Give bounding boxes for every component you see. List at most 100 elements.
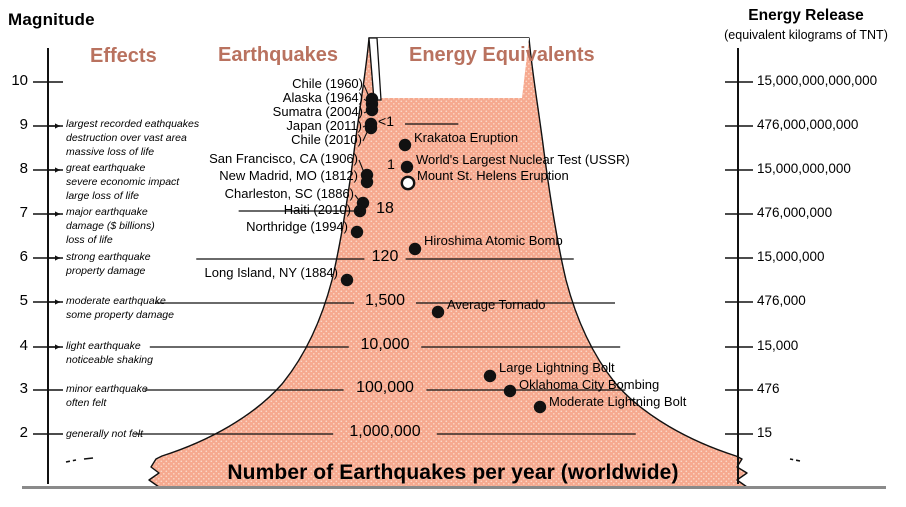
earthquake-label: Japan (2011)	[286, 118, 362, 133]
energy-equivalent-label: Average Tornado	[447, 297, 546, 312]
magnitude-arrow-icon	[55, 211, 60, 217]
energy-axis-value: 15,000,000	[757, 249, 825, 264]
column-heading-earthquakes: Earthquakes	[218, 44, 339, 66]
frequency-tick-marks	[134, 123, 636, 435]
frequency-value: 120	[371, 248, 399, 265]
energy-equivalent-label: Moderate Lightning Bolt	[549, 394, 687, 409]
earthquake-dot	[353, 204, 367, 218]
effect-line: severe economic impact	[66, 175, 180, 188]
effect-line: largest recorded eathquakes	[66, 118, 200, 130]
bottom-banner-label: Number of Earthquakes per year (worldwid…	[227, 461, 679, 484]
energy-equivalent-dot	[431, 305, 445, 319]
energy-equivalent-dot	[400, 160, 414, 174]
magnitude-arrow-icon	[55, 123, 60, 129]
energy-equivalent-label: Hiroshima Atomic Bomb	[424, 233, 563, 248]
energy-release-subtitle: (equivalent kilograms of TNT)	[724, 28, 888, 42]
effect-line: destruction over vast area	[66, 131, 187, 144]
effect-line: massive loss of life	[66, 145, 155, 158]
effect-line: moderate earthquake	[66, 295, 166, 307]
frequency-value: 18	[376, 200, 394, 217]
earthquake-dot	[360, 175, 374, 189]
energy-equivalent-label: Oklahoma City Bombing	[519, 377, 660, 392]
effect-line: property damage	[66, 264, 146, 277]
effect-line: large loss of life	[66, 189, 139, 202]
frequency-value: 1	[387, 156, 395, 172]
magnitude-arrow-icon	[55, 344, 60, 350]
effect-block-m2: generally not felt	[66, 428, 143, 442]
frequency-value: <1	[378, 113, 394, 129]
magnitude-value-6: 6	[19, 248, 28, 265]
energy-equivalent-label: Krakatoa Eruption	[414, 130, 519, 145]
effect-line: loss of life	[66, 233, 113, 246]
energy-equivalent-markers	[398, 138, 547, 414]
earthquake-label: Alaska (1964)	[282, 90, 363, 105]
axis-break-marks	[65, 457, 801, 463]
magnitude-arrow-icon	[55, 167, 60, 173]
effect-block-m5: moderate earthquake some property damage	[66, 295, 174, 323]
effect-line: strong earthquake	[66, 251, 151, 263]
effect-line: often felt	[66, 396, 107, 409]
magnitude-value-3: 3	[19, 380, 28, 397]
magnitude-value-9: 9	[19, 116, 28, 133]
earthquake-dot	[364, 121, 378, 135]
earthquake-dot	[365, 103, 379, 117]
frequency-value: 10,000	[360, 336, 410, 353]
earthquake-markers	[340, 84, 379, 287]
earthquake-label: Northridge (1994)	[246, 219, 348, 234]
energy-equivalent-dot	[483, 369, 497, 383]
column-heading-effects: Effects	[90, 45, 157, 67]
effect-line: great earthquake	[66, 162, 146, 174]
effect-line: some property damage	[66, 308, 174, 321]
earthquake-label: Haiti (2010)	[283, 202, 351, 217]
earthquake-label: Chile (1960)	[292, 76, 363, 91]
effect-line: noticeable shaking	[66, 353, 153, 366]
effect-block-m3: minor earthquake often felt	[66, 383, 148, 411]
earthquake-label: New Madrid, MO (1812)	[219, 168, 358, 183]
magnitude-value-5: 5	[19, 292, 28, 309]
energy-equivalent-dot	[400, 175, 416, 191]
earthquake-dot	[350, 225, 364, 239]
energy-axis-value: 476,000,000,000	[757, 117, 859, 132]
energy-axis-value: 15	[757, 425, 773, 440]
bottom-baseline	[22, 486, 886, 489]
earthquake-label: Sumatra (2004)	[272, 104, 363, 119]
earthquake-label: San Francisco, CA (1906)	[209, 151, 358, 166]
frequency-value: 100,000	[356, 379, 414, 396]
magnitude-arrow-icon	[55, 299, 60, 305]
energy-equivalent-label: Large Lightning Bolt	[499, 360, 615, 375]
magnitude-value-2: 2	[19, 424, 28, 441]
magnitude-title: Magnitude	[8, 10, 95, 29]
energy-axis-value: 15,000,000,000	[757, 161, 851, 176]
energy-axis-value: 15,000	[757, 338, 799, 353]
effect-block-m4: light earthquake noticeable shaking	[66, 340, 153, 368]
energy-axis-value: 15,000,000,000,000	[757, 73, 878, 88]
energy-equivalent-dot	[503, 384, 517, 398]
effect-block-m8: great earthquake severe economic impact la…	[66, 162, 179, 204]
earthquake-frequency-funnel	[148, 37, 748, 488]
energy-equivalent-dot	[533, 400, 547, 414]
magnitude-value-8: 8	[19, 160, 28, 177]
energy-equivalent-label: World's Largest Nuclear Test (USSR)	[416, 152, 630, 167]
earthquake-dot	[340, 273, 354, 287]
earthquake-label: Long Island, NY (1884)	[204, 265, 338, 280]
effect-line: major earthquake	[66, 206, 148, 218]
energy-release-title: Energy Release	[748, 7, 864, 24]
energy-equivalent-dot	[398, 138, 412, 152]
effect-line: damage ($ billions)	[66, 219, 155, 232]
magnitude-value-4: 4	[19, 337, 28, 354]
magnitude-value-7: 7	[19, 204, 28, 221]
energy-axis-value: 476	[757, 381, 780, 396]
frequency-value: 1,500	[364, 292, 406, 309]
effect-block-m6: strong earthquake property damage	[66, 251, 151, 279]
effect-line: minor earthquake	[66, 383, 148, 395]
effect-line: generally not felt	[66, 428, 144, 440]
frequency-value: 1,000,000	[349, 423, 421, 440]
effect-line: light earthquake	[66, 340, 141, 352]
energy-axis-value: 476,000,000	[757, 205, 833, 220]
magnitude-value-10: 10	[11, 72, 28, 89]
column-heading-energy-equivalents: Energy Equivalents	[409, 44, 595, 66]
energy-equivalent-dot	[408, 242, 422, 256]
effect-block-m7: major earthquake damage ($ billions) loss …	[66, 206, 155, 248]
